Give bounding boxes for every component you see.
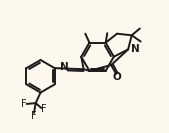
Text: F: F — [41, 104, 47, 114]
Text: O: O — [113, 72, 121, 82]
Text: N: N — [60, 62, 69, 72]
Text: N: N — [131, 44, 139, 54]
Text: F: F — [21, 99, 27, 109]
Text: F: F — [31, 111, 37, 121]
